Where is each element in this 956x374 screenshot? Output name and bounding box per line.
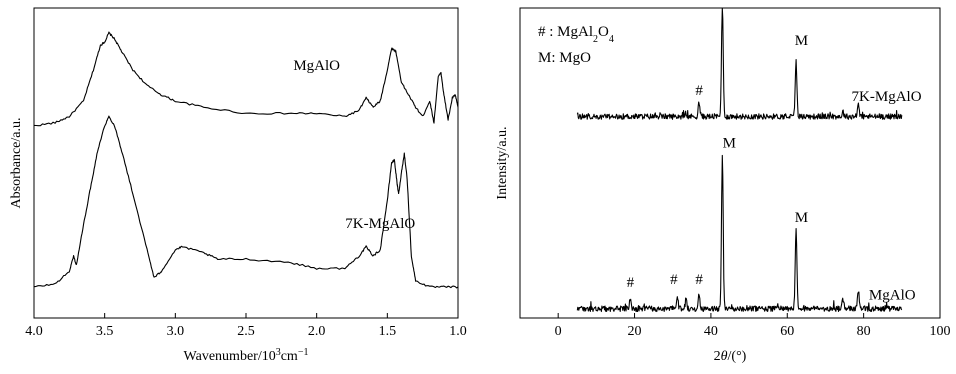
- xrd-series-label: MgAlO: [869, 287, 916, 303]
- xrd-y-axis-label: Intensity/a.u.: [495, 126, 510, 199]
- xrd-series-mgalo: [576, 154, 903, 313]
- xrd-x-tick-label: 100: [930, 324, 951, 339]
- xrd-x-tick-label: 60: [780, 324, 794, 339]
- ftir-series-mgalo: [33, 31, 459, 127]
- ftir-chart: 4.0 3.5 3.0 2.5 2.0 1.5 1.0 Wavenumber/103cm−1 A…: [9, 7, 467, 365]
- xrd-x-tick-label: 80: [857, 324, 871, 339]
- ftir-x-tick-label: 1.5: [379, 324, 397, 339]
- xrd-mgo-peak-marker: M: [723, 136, 736, 152]
- xrd-legend-entry: M: MgO: [538, 50, 591, 66]
- xrd-mgo-peak-marker: M: [795, 33, 808, 49]
- xrd-legend-entry: # : MgAl2O4: [538, 24, 614, 45]
- ftir-x-axis-label: Wavenumber/103cm−1: [184, 347, 309, 365]
- ftir-x-tick-label: 4.0: [25, 324, 43, 339]
- ftir-x-tick-label: 1.0: [449, 324, 467, 339]
- xrd-spinel-peak-marker: #: [695, 83, 703, 99]
- xrd-x-tick-label: 20: [628, 324, 642, 339]
- ftir-x-tick-label: 3.5: [96, 324, 114, 339]
- ftir-y-axis-label: Absorbance/a.u.: [9, 118, 24, 209]
- ftir-series-7k-mgalo: [33, 115, 459, 289]
- xrd-mgo-peak-marker: M: [795, 210, 808, 226]
- xrd-series-label: 7K-MgAlO: [852, 89, 922, 105]
- ftir-x-tick-label: 3.0: [167, 324, 185, 339]
- xrd-mgo-peak-marker: M: [723, 0, 736, 3]
- ftir-series-label: MgAlO: [293, 58, 340, 74]
- ftir-x-tick-label: 2.0: [308, 324, 326, 339]
- xrd-chart: 0 20 40 60 80 100 2θ/(°) Intensity/a.u. # : MgAl…: [495, 0, 951, 364]
- xrd-spinel-peak-marker: #: [695, 272, 703, 288]
- xrd-plot-frame: [519, 7, 941, 319]
- xrd-x-tick-label: 40: [704, 324, 718, 339]
- ftir-x-tick-label: 2.5: [237, 324, 255, 339]
- xrd-series-7k-mgalo: [576, 7, 903, 120]
- ftir-series-label: 7K-MgAlO: [345, 216, 415, 232]
- xrd-spinel-peak-marker: #: [627, 275, 635, 291]
- xrd-x-tick-label: 0: [555, 324, 562, 339]
- xrd-x-axis-label: 2θ/(°): [714, 349, 747, 364]
- xrd-spinel-peak-marker: #: [670, 272, 678, 288]
